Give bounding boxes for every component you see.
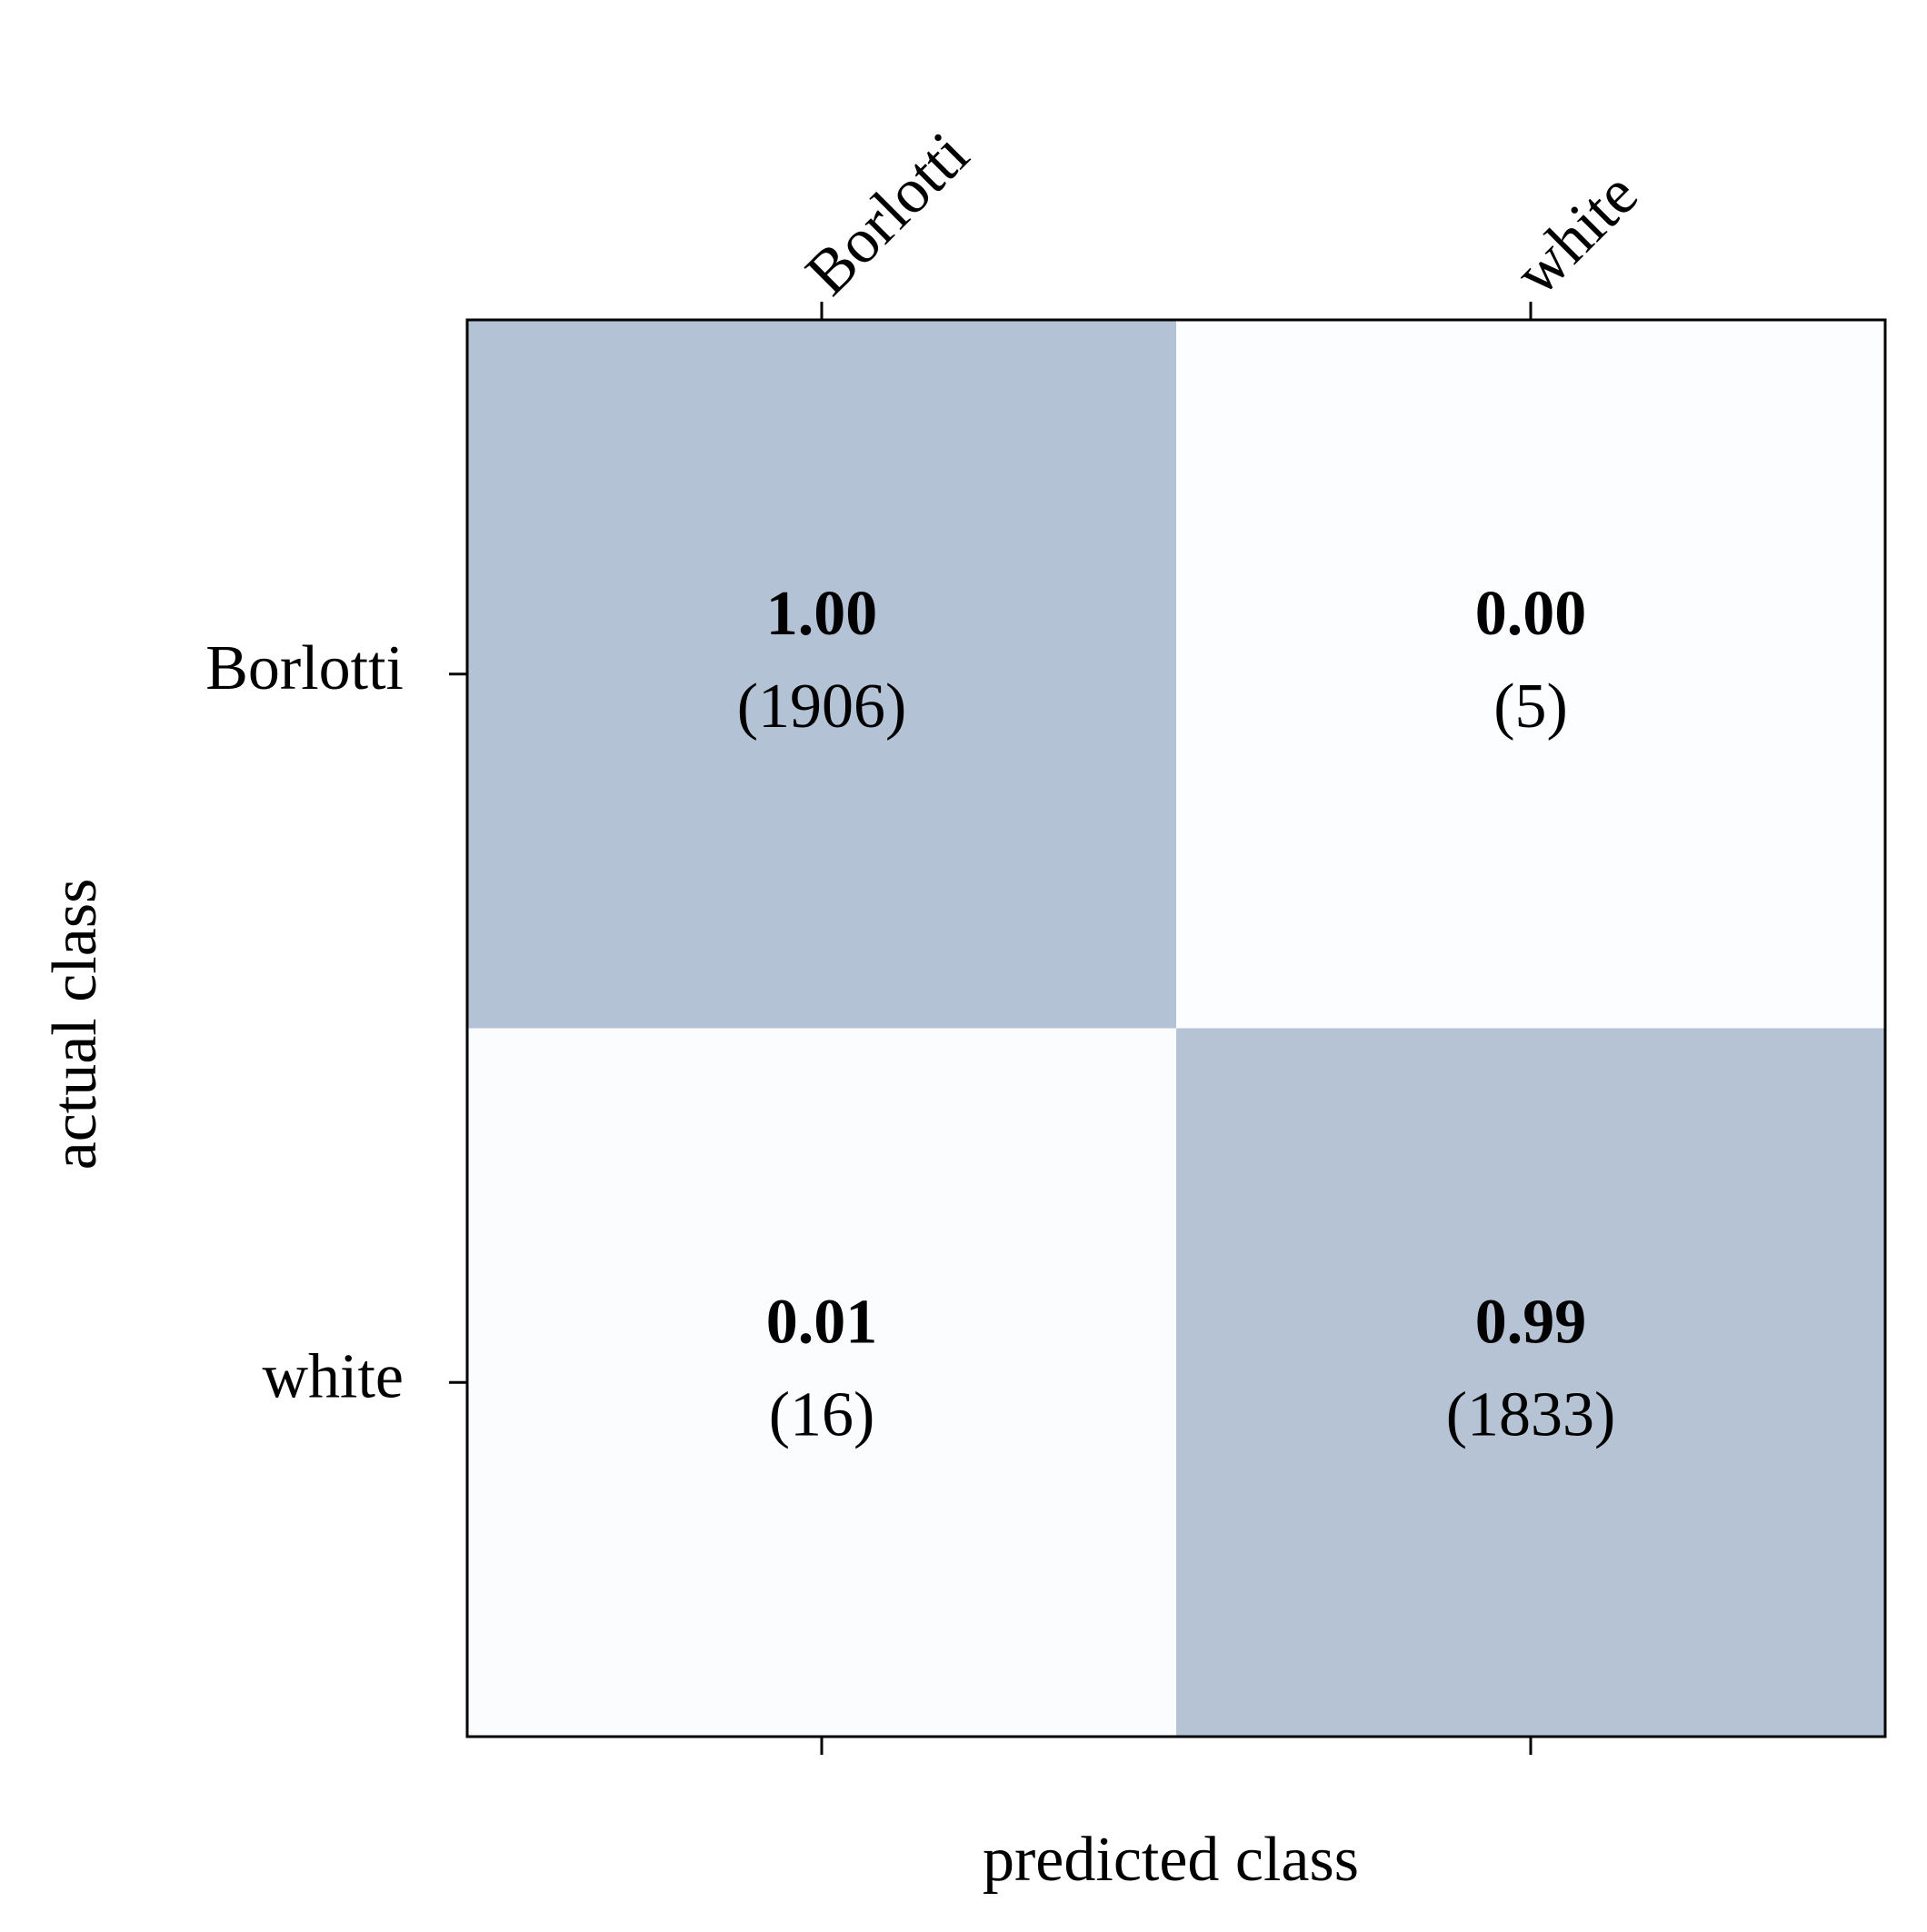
heatmap-cell — [467, 1028, 1176, 1737]
heatmap-cell — [1176, 320, 1885, 1029]
y-tick-label: Borlotti — [205, 633, 404, 703]
heatmap-cell — [467, 320, 1176, 1029]
cell-value-label: 0.00 — [1475, 579, 1587, 649]
cell-value-label: 0.01 — [766, 1287, 878, 1357]
heatmap-cell — [1176, 1028, 1885, 1737]
cell-count-label: (1906) — [737, 672, 907, 742]
x-tick-label: white — [1502, 159, 1651, 308]
cell-value-label: 1.00 — [766, 579, 878, 649]
x-axis-label: predicted class — [983, 1825, 1359, 1895]
cell-value-label: 0.99 — [1475, 1287, 1587, 1357]
y-tick-label: white — [262, 1341, 404, 1411]
plot-frame — [465, 318, 1887, 1738]
cell-count-label: (16) — [769, 1379, 875, 1449]
y-axis-label: actual class — [40, 879, 110, 1170]
x-tick-label: Borlotti — [793, 119, 982, 308]
cell-count-label: (1833) — [1446, 1379, 1616, 1449]
cell-count-label: (5) — [1493, 672, 1568, 742]
